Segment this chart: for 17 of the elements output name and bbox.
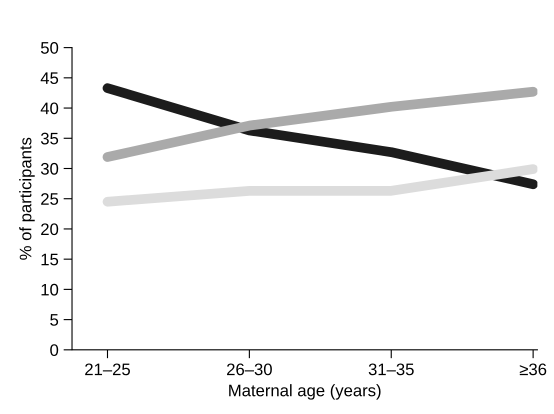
x-axis-title: Maternal age (years) <box>229 384 381 400</box>
y-tick-label: 25 <box>41 193 58 205</box>
y-tick-label: 40 <box>40 102 58 114</box>
x-tick-label: ≥36 <box>520 363 546 376</box>
y-tick-label: 50 <box>40 42 58 54</box>
x-tick-label: 26–30 <box>227 363 272 376</box>
y-tick-label: 45 <box>40 72 58 84</box>
y-tick-label: 10 <box>42 284 58 296</box>
y-tick-label: 20 <box>41 223 58 236</box>
x-tick-label: 21–25 <box>85 363 130 376</box>
y-tick-label: 35 <box>40 132 58 144</box>
y-tick-label: 5 <box>50 314 58 326</box>
y-tick-label: 30 <box>40 162 58 175</box>
x-tick-label: 31–35 <box>368 363 414 376</box>
y-axis-title: % of participants <box>19 138 35 260</box>
y-tick-label: 0 <box>50 344 58 356</box>
y-tick-label: 15 <box>42 254 58 266</box>
